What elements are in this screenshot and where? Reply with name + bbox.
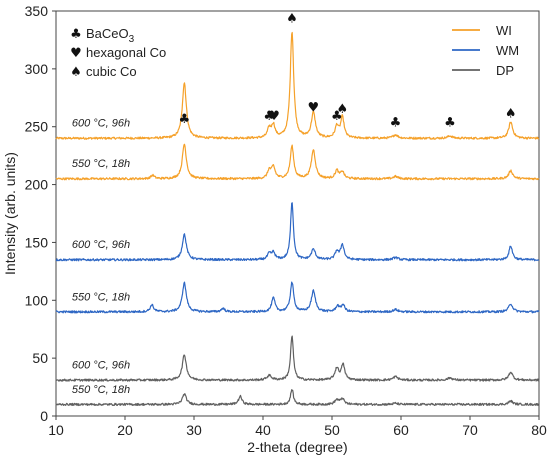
y-tick-label: 0 <box>40 408 48 424</box>
series-condition-label: 600 °C, 96h <box>72 360 130 372</box>
y-tick-label: 50 <box>32 350 48 366</box>
phase-legend-symbol: ♠ <box>70 65 82 80</box>
x-tick-label: 30 <box>186 422 202 438</box>
y-tick-label: 200 <box>25 177 49 193</box>
y-tick-label: 350 <box>25 3 49 19</box>
x-tick-label: 50 <box>324 422 340 438</box>
series-condition-label: 600 °C, 96h <box>72 239 130 251</box>
phase-marker: ♣ <box>179 112 191 127</box>
legend-label-dp: DP <box>496 63 514 78</box>
x-tick-label: 80 <box>531 422 547 438</box>
phase-marker: ♣ <box>263 109 275 124</box>
phase-legend-symbol: ♣ <box>70 27 82 42</box>
phase-marker: ♥ <box>308 101 320 116</box>
series-line-wm <box>55 281 540 314</box>
series-line-wi <box>55 143 540 181</box>
x-tick-label: 10 <box>48 422 64 438</box>
y-axis-label: Intensity (arb. units) <box>2 152 18 275</box>
phase-marker: ♠ <box>337 102 349 117</box>
y-tick-label: 150 <box>25 234 49 250</box>
x-tick-label: 40 <box>255 422 271 438</box>
phase-marker: ♥ <box>268 109 280 124</box>
y-tick-label: 250 <box>25 119 49 135</box>
series-line-wi <box>55 31 540 140</box>
x-tick-label: 70 <box>462 422 478 438</box>
phase-legend-symbol: ♥ <box>70 46 82 61</box>
phase-legend-label: BaCeO3 <box>86 26 135 45</box>
series-line-dp <box>55 389 540 407</box>
x-tick-label: 60 <box>393 422 409 438</box>
legend-label-wi: WI <box>496 23 512 38</box>
series-condition-label: 600 °C, 96h <box>72 118 130 130</box>
phase-marker: ♠ <box>505 106 517 121</box>
series-condition-label: 550 °C, 18h <box>72 158 130 170</box>
series-line-dp <box>55 335 540 382</box>
phase-legend-name: BaCeO <box>86 26 129 41</box>
x-axis-label: 2-theta (degree) <box>247 439 347 455</box>
x-tick-label: 20 <box>117 422 133 438</box>
phase-legend-subscript: 3 <box>129 34 135 45</box>
series-condition-label: 550 °C, 18h <box>72 291 130 303</box>
y-tick-label: 100 <box>25 292 49 308</box>
series-condition-label: 550 °C, 18h <box>72 384 130 396</box>
series-line-wm <box>55 202 540 262</box>
phase-marker: ♣ <box>444 116 456 131</box>
phase-legend-name: hexagonal Co <box>86 45 166 60</box>
phase-legend-name: cubic Co <box>86 64 137 79</box>
y-tick-label: 300 <box>25 61 49 77</box>
phase-marker: ♣ <box>331 109 343 124</box>
phase-legend-label: cubic Co <box>86 64 137 79</box>
phase-legend-label: hexagonal Co <box>86 45 166 60</box>
phase-marker: ♣ <box>390 116 402 131</box>
phase-marker: ♠ <box>286 12 298 27</box>
plot-frame <box>55 10 540 417</box>
legend-label-wm: WM <box>496 43 519 58</box>
